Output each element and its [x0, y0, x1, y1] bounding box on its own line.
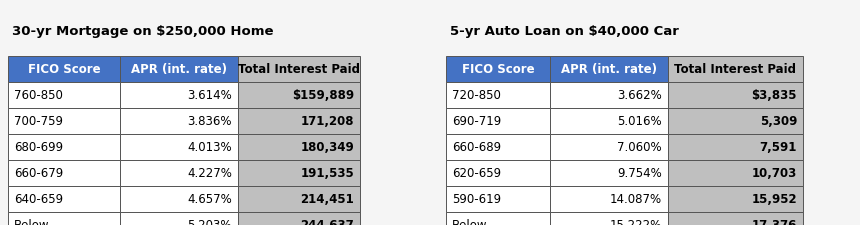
Bar: [550, 57, 668, 83]
Text: 760-850: 760-850: [14, 89, 63, 102]
Text: 5-yr Auto Loan on $40,000 Car: 5-yr Auto Loan on $40,000 Car: [450, 25, 679, 38]
Text: 15.222%: 15.222%: [610, 218, 662, 225]
Bar: [550, 108, 668, 134]
Text: 640-659: 640-659: [14, 193, 63, 206]
Bar: [8, 160, 120, 186]
Text: FICO Score: FICO Score: [28, 63, 101, 76]
Text: Total Interest Paid: Total Interest Paid: [238, 63, 360, 76]
Bar: [120, 186, 238, 212]
Bar: [668, 134, 803, 160]
Bar: [550, 186, 668, 212]
Bar: [8, 212, 120, 225]
Bar: [668, 83, 803, 108]
Text: 7,591: 7,591: [759, 141, 797, 154]
Text: 5.203%: 5.203%: [187, 218, 232, 225]
Bar: [550, 83, 668, 108]
Bar: [446, 186, 550, 212]
Text: 700-759: 700-759: [14, 115, 63, 128]
Bar: [120, 108, 238, 134]
Text: 660-689: 660-689: [452, 141, 501, 154]
Text: 30-yr Mortgage on $250,000 Home: 30-yr Mortgage on $250,000 Home: [12, 25, 273, 38]
Bar: [238, 186, 360, 212]
Text: APR (int. rate): APR (int. rate): [131, 63, 227, 76]
Bar: [8, 186, 120, 212]
Text: 590-619: 590-619: [452, 193, 501, 206]
Text: 660-679: 660-679: [14, 167, 64, 180]
Bar: [120, 212, 238, 225]
Bar: [238, 212, 360, 225]
Text: 4.013%: 4.013%: [187, 141, 232, 154]
Text: 9.754%: 9.754%: [617, 167, 662, 180]
Text: 5.016%: 5.016%: [617, 115, 662, 128]
Text: 214,451: 214,451: [300, 193, 354, 206]
Text: 191,535: 191,535: [300, 167, 354, 180]
Text: 3.836%: 3.836%: [187, 115, 232, 128]
Text: Total Interest Paid: Total Interest Paid: [674, 63, 796, 76]
Text: 4.657%: 4.657%: [187, 193, 232, 206]
Bar: [446, 134, 550, 160]
Text: 244,637: 244,637: [300, 218, 354, 225]
Bar: [446, 160, 550, 186]
Bar: [8, 83, 120, 108]
Bar: [238, 134, 360, 160]
Text: 3.614%: 3.614%: [187, 89, 232, 102]
Bar: [120, 160, 238, 186]
Bar: [238, 57, 360, 83]
Text: 17,376: 17,376: [752, 218, 797, 225]
Bar: [8, 57, 120, 83]
Text: Below: Below: [14, 218, 50, 225]
Text: 680-699: 680-699: [14, 141, 63, 154]
Bar: [120, 57, 238, 83]
Text: APR (int. rate): APR (int. rate): [561, 63, 657, 76]
Bar: [446, 57, 550, 83]
Text: 15,952: 15,952: [752, 193, 797, 206]
Text: 180,349: 180,349: [300, 141, 354, 154]
Text: $3,835: $3,835: [752, 89, 797, 102]
Bar: [120, 134, 238, 160]
Bar: [668, 57, 803, 83]
Text: 7.060%: 7.060%: [617, 141, 662, 154]
Text: 10,703: 10,703: [752, 167, 797, 180]
Bar: [446, 212, 550, 225]
Text: 5,309: 5,309: [759, 115, 797, 128]
Bar: [668, 108, 803, 134]
Text: 171,208: 171,208: [300, 115, 354, 128]
Text: 690-719: 690-719: [452, 115, 501, 128]
Bar: [550, 160, 668, 186]
Bar: [446, 83, 550, 108]
Text: FICO Score: FICO Score: [462, 63, 534, 76]
Bar: [238, 108, 360, 134]
Bar: [550, 212, 668, 225]
Bar: [550, 134, 668, 160]
Text: $159,889: $159,889: [292, 89, 354, 102]
Bar: [8, 134, 120, 160]
Text: Below: Below: [452, 218, 488, 225]
Bar: [446, 108, 550, 134]
Bar: [668, 212, 803, 225]
Bar: [8, 108, 120, 134]
Bar: [238, 83, 360, 108]
Text: 14.087%: 14.087%: [610, 193, 662, 206]
Bar: [668, 186, 803, 212]
Text: 3.662%: 3.662%: [617, 89, 662, 102]
Text: 720-850: 720-850: [452, 89, 501, 102]
Text: 4.227%: 4.227%: [187, 167, 232, 180]
Text: 620-659: 620-659: [452, 167, 501, 180]
Bar: [238, 160, 360, 186]
Bar: [668, 160, 803, 186]
Bar: [120, 83, 238, 108]
